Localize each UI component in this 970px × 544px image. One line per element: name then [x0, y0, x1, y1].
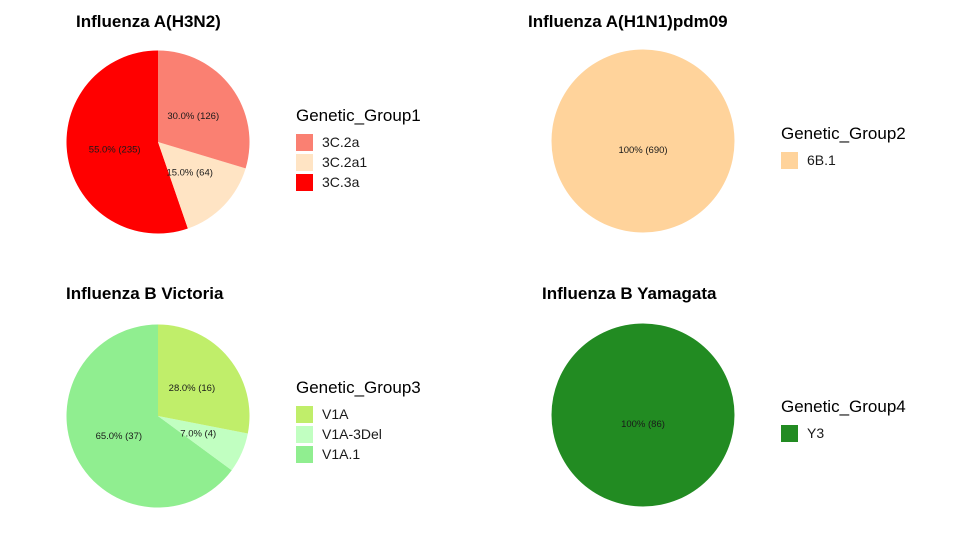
legend-title: Genetic_Group1 — [296, 106, 421, 125]
legend-item-3c-2a1: 3C.2a1 — [296, 152, 421, 172]
legend-swatch — [296, 153, 313, 171]
legend-label: Y3 — [807, 425, 825, 441]
legend-label: V1A-3Del — [322, 426, 382, 442]
legend: Genetic_Group1 3C.2a 3C.2a1 3C.3a — [296, 106, 421, 192]
chart-title: Influenza A(H1N1)pdm09 — [528, 12, 728, 31]
legend-title: Genetic_Group3 — [296, 378, 421, 397]
legend-item-v1a-1: V1A.1 — [296, 444, 421, 464]
legend-label: V1A.1 — [322, 446, 361, 462]
legend-item-v1a: V1A — [296, 404, 421, 424]
slice-label-y3: 100% (86) — [621, 419, 665, 430]
pie-slice-y3 — [551, 323, 735, 507]
pie-slice-v1a-3del — [158, 416, 248, 471]
legend-swatch — [296, 405, 313, 423]
legend-label: V1A — [322, 406, 349, 422]
pie-chart: 65.0% (37) 7.0% (4) 28.0% (16) — [66, 324, 250, 508]
chart-title: Influenza B Victoria — [66, 284, 224, 303]
slice-label-v1a-3del: 7.0% (4) — [180, 429, 216, 440]
pie-slice-v1a-1 — [66, 324, 232, 508]
pie-slice-3c-3a — [66, 50, 188, 234]
slice-label-3c-2a: 30.0% (126) — [167, 111, 219, 122]
legend-label: 3C.2a1 — [322, 154, 368, 170]
chart-title: Influenza A(H3N2) — [76, 12, 221, 31]
legend-label: 3C.2a — [322, 134, 360, 150]
legend-swatch — [296, 425, 313, 443]
legend: Genetic_Group3 V1A V1A-3Del V1A.1 — [296, 378, 421, 464]
legend-swatch — [781, 151, 798, 169]
legend-item-3c-3a: 3C.3a — [296, 172, 421, 192]
pie-chart: 100% (86) — [551, 323, 735, 507]
legend: Genetic_Group2 6B.1 — [781, 124, 906, 170]
slice-label-6b-1: 100% (690) — [618, 145, 667, 156]
pie-chart: 100% (690) — [551, 49, 735, 233]
legend: Genetic_Group4 Y3 — [781, 397, 906, 443]
slice-label-v1a: 28.0% (16) — [169, 383, 215, 394]
legend-swatch — [296, 445, 313, 463]
pie-chart: 55.0% (235) 15.0% (64) 30.0% (126) — [66, 50, 250, 234]
legend-item-y3: Y3 — [781, 423, 906, 443]
slice-label-3c-2a1: 15.0% (64) — [166, 167, 212, 178]
legend-label: 3C.3a — [322, 174, 360, 190]
legend-title: Genetic_Group2 — [781, 124, 906, 143]
pie-slice-6b-1 — [551, 49, 735, 233]
chart-title: Influenza B Yamagata — [542, 284, 717, 303]
legend-item-6b-1: 6B.1 — [781, 150, 906, 170]
legend-swatch — [296, 133, 313, 151]
slice-label-3c-3a: 55.0% (235) — [89, 144, 141, 155]
pie-slice-3c-2a — [158, 50, 250, 169]
slice-label-v1a-1: 65.0% (37) — [96, 431, 142, 442]
legend-item-v1a-3del: V1A-3Del — [296, 424, 421, 444]
pie-slice-v1a — [158, 324, 250, 434]
pie-slice-3c-2a1 — [158, 142, 246, 229]
legend-swatch — [781, 424, 798, 442]
legend-swatch — [296, 173, 313, 191]
legend-title: Genetic_Group4 — [781, 397, 906, 416]
legend-item-3c-2a: 3C.2a — [296, 132, 421, 152]
legend-label: 6B.1 — [807, 152, 836, 168]
